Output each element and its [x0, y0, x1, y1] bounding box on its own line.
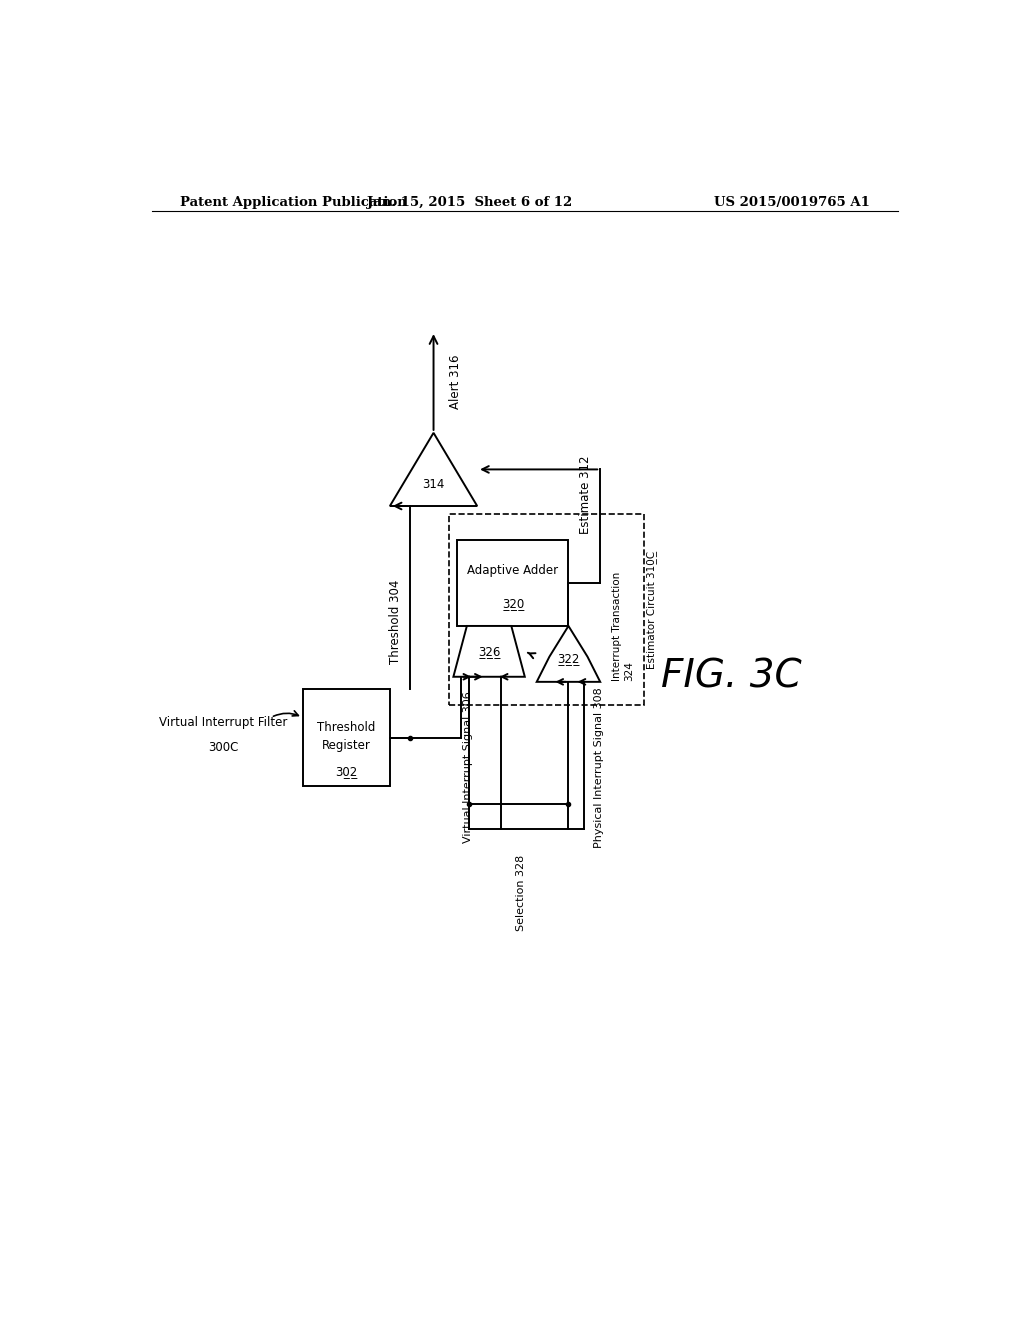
Text: 3̲2̲0̲: 3̲2̲0̲: [502, 597, 524, 610]
Text: 3̲2̲6̲: 3̲2̲6̲: [478, 645, 501, 657]
Text: 30̲2̲: 30̲2̲: [335, 764, 357, 777]
Bar: [458, 540, 568, 626]
Text: 314: 314: [422, 478, 444, 491]
Text: Selection 328: Selection 328: [516, 854, 526, 931]
Text: 3̲2̲2̲: 3̲2̲2̲: [557, 652, 580, 665]
Bar: [450, 515, 644, 705]
Text: Estimator Circuit 310̲C̲: Estimator Circuit 310̲C̲: [646, 550, 657, 669]
Polygon shape: [454, 626, 524, 677]
Polygon shape: [537, 626, 600, 682]
Text: Register: Register: [322, 739, 371, 752]
Text: FIG. 3C: FIG. 3C: [660, 657, 802, 696]
Text: Alert 316: Alert 316: [450, 355, 463, 409]
Text: 300C: 300C: [208, 742, 239, 755]
Text: Virtual Interrupt Filter: Virtual Interrupt Filter: [159, 715, 288, 729]
Text: Physical Interrupt Signal 308: Physical Interrupt Signal 308: [594, 686, 603, 847]
Text: Threshold: Threshold: [317, 721, 376, 734]
Polygon shape: [390, 433, 477, 506]
Text: Virtual Interrupt Signal 306: Virtual Interrupt Signal 306: [463, 692, 473, 843]
Text: Jan. 15, 2015  Sheet 6 of 12: Jan. 15, 2015 Sheet 6 of 12: [367, 195, 571, 209]
Text: Adaptive Adder: Adaptive Adder: [467, 564, 558, 577]
Bar: [303, 689, 390, 785]
Text: US 2015/0019765 A1: US 2015/0019765 A1: [714, 195, 870, 209]
Text: Estimate 312: Estimate 312: [580, 455, 593, 533]
Text: Interrupt Transaction
324: Interrupt Transaction 324: [612, 572, 634, 681]
Text: Patent Application Publication: Patent Application Publication: [179, 195, 407, 209]
Text: Threshold 304: Threshold 304: [389, 579, 402, 664]
